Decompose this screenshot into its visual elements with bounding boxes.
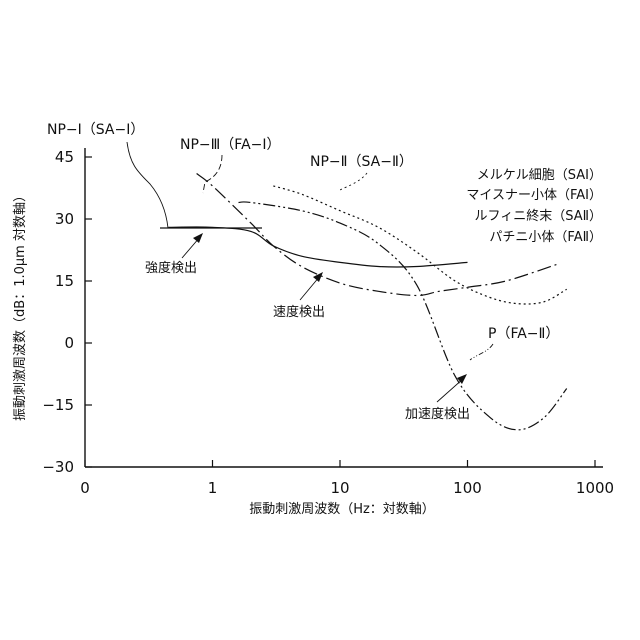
annotation-velocity-label: 速度検出 <box>273 304 325 320</box>
y-tick-label: 0 <box>64 334 74 352</box>
y-tick-label: −15 <box>42 396 74 414</box>
x-tick-label: 1 <box>208 479 218 497</box>
annotation-velocity: 速度検出 <box>273 272 325 320</box>
y-axis-title: 振動刺激周波数（dB：1.0μm 対数軸） <box>13 189 28 421</box>
series-label-np3: NP−Ⅲ（FA−Ⅰ） <box>180 137 281 153</box>
np3-label-leader <box>203 155 222 193</box>
series-label-p: P（FA−Ⅱ） <box>488 326 559 342</box>
p-label-leader <box>470 344 493 360</box>
y-tick-label: −30 <box>42 458 74 476</box>
x-tick-label: 10 <box>330 479 349 497</box>
x-ticks: 0 1 10 100 1000 <box>80 460 614 497</box>
y-tick-label: 15 <box>55 272 74 290</box>
arrowhead-intensity <box>193 233 203 243</box>
legend: メルケル細胞（SAⅠ） マイスナー小体（FAⅠ） ルフィニ終末（SAⅡ） パチニ… <box>466 168 602 245</box>
legend-entry-1: マイスナー小体（FAⅠ） <box>466 188 602 203</box>
y-tick-label: 30 <box>55 210 74 228</box>
arrow-acceleration <box>437 378 464 402</box>
annotation-acceleration: 加速度検出 <box>405 374 470 422</box>
series-label-np2: NP−Ⅱ（SA−Ⅱ） <box>310 154 413 170</box>
np1-label-leader <box>127 142 168 228</box>
annotation-intensity-label: 強度検出 <box>145 260 197 276</box>
legend-entry-3: パチニ小体（FAⅡ） <box>489 230 602 245</box>
x-tick-label: 100 <box>453 479 482 497</box>
np2-label-leader <box>340 173 367 190</box>
y-tick-label: 45 <box>55 148 74 166</box>
annotation-intensity: 強度検出 <box>145 233 203 276</box>
series-curve-0 <box>168 227 467 267</box>
x-tick-label: 0 <box>80 479 90 497</box>
legend-entry-0: メルケル細胞（SAⅠ） <box>477 168 602 183</box>
series-label-np1: NP−Ⅰ（SA−Ⅰ） <box>47 122 144 138</box>
annotation-acceleration-label: 加速度検出 <box>405 406 470 422</box>
x-axis-title: 振動刺激周波数（Hz：対数軸） <box>249 502 435 517</box>
legend-entry-2: ルフィニ終末（SAⅡ） <box>474 208 602 224</box>
x-tick-label: 1000 <box>576 479 614 497</box>
